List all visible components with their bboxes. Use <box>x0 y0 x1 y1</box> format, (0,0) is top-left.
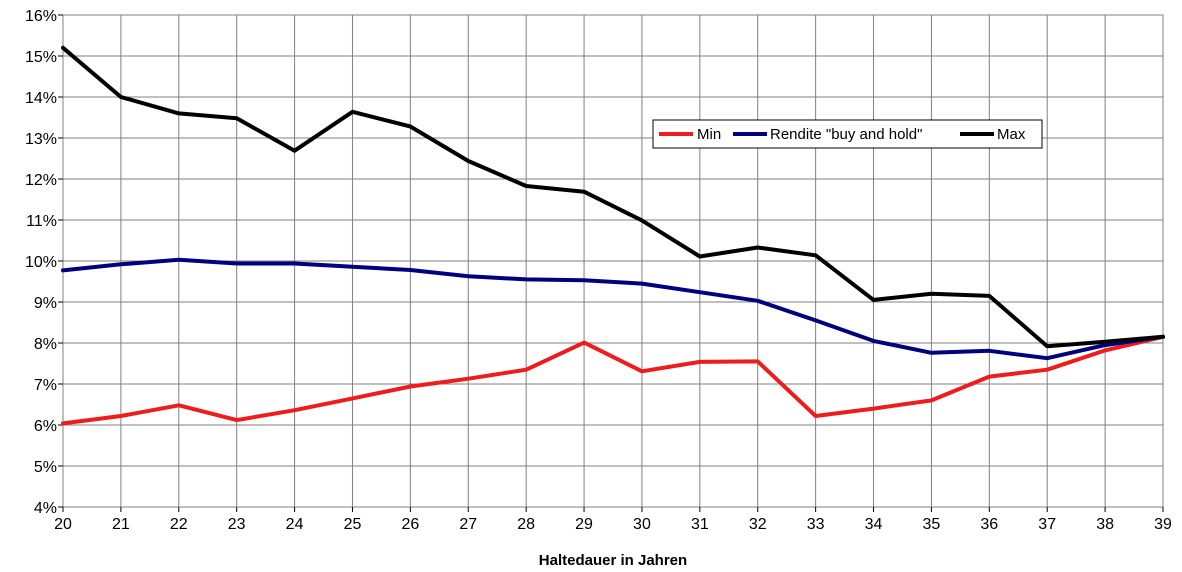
series-line-min <box>61 334 1165 426</box>
x-tick-label: 25 <box>344 516 362 533</box>
x-tick-label: 30 <box>633 516 651 533</box>
x-tick-label: 20 <box>54 516 72 533</box>
y-axis-ticks: 4% 5% 6% 7% 8% 9% 10% 11% 12% 13% 14% 15% 16% <box>25 8 63 517</box>
x-tick-label: 38 <box>1096 516 1114 533</box>
y-tick-label: 12% <box>25 172 57 189</box>
x-tick-label: 31 <box>691 516 709 533</box>
x-tick-label: 39 <box>1154 516 1172 533</box>
y-tick-label: 8% <box>34 336 57 353</box>
x-tick-label: 35 <box>923 516 941 533</box>
x-tick-label: 37 <box>1038 516 1056 533</box>
x-tick-label: 26 <box>401 516 419 533</box>
y-tick-label: 10% <box>25 254 57 271</box>
x-tick-label: 34 <box>865 516 883 533</box>
y-tick-label: 13% <box>25 131 57 148</box>
legend-label-min: Min <box>697 126 721 143</box>
x-tick-label: 29 <box>575 516 593 533</box>
y-tick-label: 14% <box>25 90 57 107</box>
legend: Min Rendite "buy and hold" Max <box>652 119 1043 149</box>
x-tick-label: 36 <box>980 516 998 533</box>
legend-label-buy-and-hold: Rendite "buy and hold" <box>770 126 922 143</box>
x-tick-label: 21 <box>112 516 130 533</box>
x-tick-label: 22 <box>170 516 188 533</box>
x-tick-label: 32 <box>749 516 767 533</box>
series-line-max <box>61 45 1165 349</box>
series-lines <box>61 45 1165 426</box>
y-tick-label: 5% <box>34 459 57 476</box>
series-line-buy-and-hold <box>61 257 1165 361</box>
x-tick-label: 28 <box>517 516 535 533</box>
y-tick-label: 4% <box>34 500 57 517</box>
x-axis-ticks: 20 21 22 23 24 25 26 27 28 29 30 31 32 33 34 35 36 37 38 39 <box>54 507 1172 533</box>
y-tick-label: 16% <box>25 8 57 25</box>
y-tick-label: 15% <box>25 49 57 66</box>
y-tick-label: 7% <box>34 377 57 394</box>
x-tick-label: 27 <box>459 516 477 533</box>
x-axis-title: Haltedauer in Jahren <box>539 552 687 569</box>
legend-label-max: Max <box>997 126 1026 143</box>
x-tick-label: 24 <box>286 516 304 533</box>
y-tick-label: 6% <box>34 418 57 435</box>
x-tick-label: 23 <box>228 516 246 533</box>
y-tick-label: 11% <box>26 213 57 230</box>
y-tick-label: 9% <box>34 295 57 312</box>
x-tick-label: 33 <box>807 516 825 533</box>
